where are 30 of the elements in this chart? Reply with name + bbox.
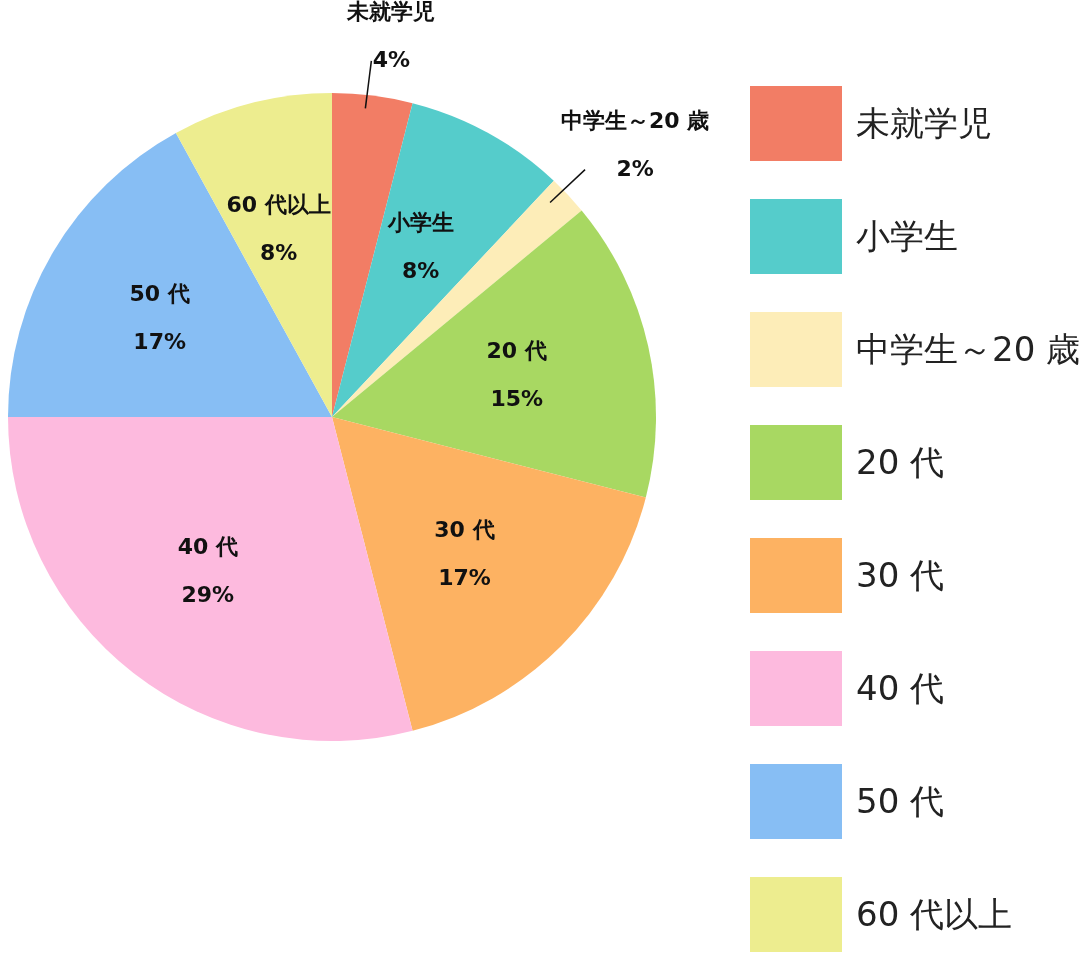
pie-slice [8, 133, 332, 417]
slice-label: 40 代 [177, 533, 238, 559]
slice-label: 50 代 [129, 281, 190, 307]
slice-label: 未就学児 [346, 0, 436, 24]
legend-label: 50 代 [856, 779, 945, 823]
pie-slice [8, 417, 413, 741]
pie-slice [332, 180, 582, 417]
legend-label: 20 代 [856, 440, 945, 484]
data-label: 17% [438, 565, 491, 591]
data-label: 8% [259, 239, 298, 265]
data-label: 2% [616, 155, 654, 181]
slice-label: 20 代 [486, 337, 547, 363]
legend-label: 40 代 [856, 666, 945, 710]
legend-label: 小学生 [856, 214, 958, 258]
legend-label: 60 代以上 [856, 892, 1013, 936]
slice-label: 小学生 [386, 209, 454, 235]
legend-label: 30 代 [856, 553, 945, 597]
slice-label: 60 代以上 [226, 191, 331, 217]
legend-label: 中学生～20 歳 [856, 327, 1081, 371]
data-label: 4% [372, 46, 411, 72]
pie-slice [332, 417, 646, 731]
data-label: 15% [490, 385, 544, 411]
slice-label: 中学生～20 歳 [560, 107, 710, 133]
slice-label: 30 代 [434, 517, 495, 543]
pie-slice [332, 103, 554, 417]
legend-label: 未就学児 [856, 101, 992, 145]
data-label: 17% [133, 329, 187, 355]
pie-slice [332, 210, 656, 498]
data-label: 8% [401, 257, 440, 283]
data-label: 29% [181, 581, 235, 607]
